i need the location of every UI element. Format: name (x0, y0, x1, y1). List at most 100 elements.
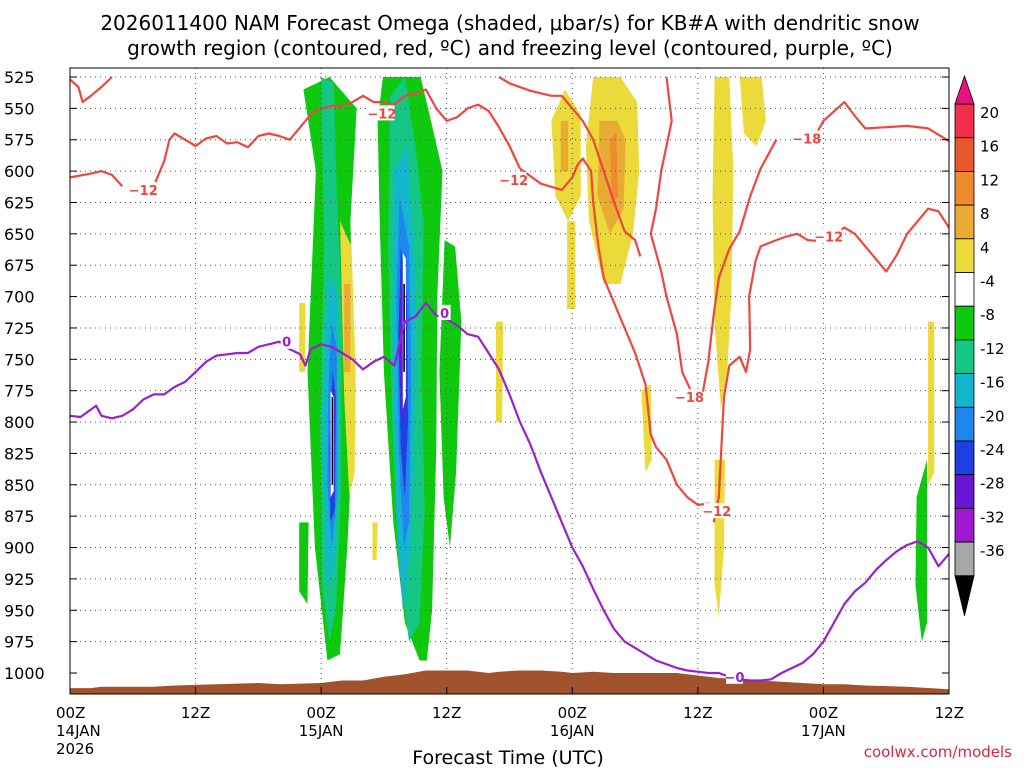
contour-label: −12 (702, 505, 731, 520)
colorbar-tick-label: -12 (980, 340, 1005, 358)
y-tick-label: 800 (4, 413, 35, 432)
y-tick-label: 725 (4, 319, 35, 338)
colorbar-segment (954, 170, 975, 206)
colorbar-tick-label: 8 (980, 205, 990, 223)
colorbar-segment (954, 339, 975, 374)
dendritic-growth-contour (498, 76, 642, 257)
contour-label-bg (500, 171, 527, 187)
dendritic-growth-contour (152, 88, 521, 187)
contour-label-bg (369, 105, 395, 121)
omega-region (610, 133, 619, 203)
contour-label-bg (280, 333, 293, 349)
colorbar-tick-label: 4 (980, 239, 990, 257)
colorbar-tick-label: -20 (980, 407, 1005, 425)
y-tick-label: 925 (4, 570, 35, 589)
chart-title-line1: 2026011400 NAM Forecast Omega (shaded, μ… (100, 11, 919, 35)
colorbar-segment (954, 204, 975, 240)
contour-label-bg (676, 388, 703, 404)
y-tick-label: 600 (4, 162, 35, 181)
contour-label: −12 (129, 184, 158, 199)
contour-label-bg (130, 181, 156, 197)
x-tick-date: 17JAN (801, 722, 846, 740)
x-tick-label: 12Z (683, 704, 712, 722)
y-tick-label: 750 (4, 350, 35, 369)
colorbar-segment (954, 238, 975, 273)
omega-region (372, 522, 378, 561)
x-tick-label: 12Z (432, 704, 461, 722)
contour-label-bg (703, 503, 730, 519)
y-tick-label: 550 (4, 99, 35, 118)
omega-shading-layer (299, 77, 935, 661)
colorbar-segment (954, 103, 975, 139)
colorbar: 20 16 12 8 4 -4 -8 -12 -16 -20 -24 -28 -32 -36 (954, 74, 1005, 616)
x-tick-label: 00Z (809, 704, 838, 722)
freezing-level-contour (70, 301, 949, 682)
dendritic-growth-contour (649, 76, 694, 395)
contour-label: −12 (814, 230, 843, 245)
credit-text: coolwx.com/models (864, 743, 1012, 761)
omega-region (439, 240, 462, 548)
dendritic-growth-contour (797, 101, 949, 145)
y-tick-label: 575 (4, 131, 35, 150)
colorbar-top-arrow (954, 74, 975, 105)
contour-label: −18 (675, 391, 704, 406)
omega-region (739, 77, 766, 146)
contour-label: −18 (792, 132, 821, 147)
contour-label-layer: −12 −12 −12 −18 −12 −18 −12 0 0 −0 (129, 105, 843, 686)
x-tick-label: 12Z (181, 704, 210, 722)
y-tick-label: 675 (4, 256, 35, 275)
x-tick-date: 15JAN (299, 722, 344, 740)
omega-region (344, 284, 351, 372)
dendritic-growth-contour (70, 170, 124, 187)
dendritic-growth-contour (519, 157, 720, 515)
x-tick-label: 00Z (56, 704, 85, 722)
x-tick-date: 14JAN (56, 722, 101, 740)
contour-label: −0 (725, 671, 745, 686)
colorbar-tick-label: 20 (980, 104, 999, 122)
contour-label: −12 (367, 107, 396, 122)
omega-region (928, 321, 935, 485)
x-tick-year: 2026 (56, 740, 94, 758)
omega-region (331, 397, 334, 485)
chart-title-line2: growth region (contoured, red, ºC) and f… (127, 36, 893, 60)
colorbar-segment (954, 137, 975, 172)
omega-region (560, 120, 569, 172)
colorbar-tick-label: -36 (980, 542, 1005, 560)
x-tick-label: 12Z (935, 704, 964, 722)
dendritic-growth-contour (712, 207, 949, 523)
grid-layer (70, 68, 949, 694)
y-tick-label: 975 (4, 633, 35, 652)
omega-region (641, 384, 652, 473)
y-tick-label: 1000 (4, 664, 45, 683)
y-axis: 525 550 575 600 625 650 675 700 725 750 775 800 825 8… (4, 68, 949, 683)
colorbar-segment (954, 272, 975, 307)
colorbar-tick-label: 16 (980, 138, 999, 156)
y-tick-label: 625 (4, 193, 35, 212)
colorbar-tick-label: 12 (980, 171, 999, 189)
contour-label-bg (815, 228, 842, 244)
y-tick-label: 950 (4, 601, 35, 620)
dendritic-growth-contour (692, 139, 778, 396)
y-tick-label: 875 (4, 507, 35, 526)
colorbar-segment (954, 541, 975, 577)
omega-region (915, 459, 927, 642)
plot-frame (69, 67, 950, 695)
y-tick-label: 850 (4, 476, 35, 495)
y-tick-label: 650 (4, 225, 35, 244)
contour-label: −12 (499, 174, 528, 189)
x-tick-date: 16JAN (550, 722, 595, 740)
colorbar-tick-label: -8 (980, 306, 995, 324)
contour-label-bg (438, 304, 451, 320)
y-tick-label: 900 (4, 539, 35, 558)
colorbar-segment (954, 373, 975, 408)
contour-label-bg (793, 130, 820, 146)
contour-label: 0 (282, 336, 291, 351)
colorbar-segment (954, 440, 975, 476)
y-tick-label: 700 (4, 288, 35, 307)
omega-region (567, 221, 576, 310)
colorbar-tick-label: -28 (980, 475, 1005, 493)
colorbar-bottom-arrow (954, 575, 975, 616)
colorbar-tick-label: -4 (980, 273, 995, 291)
